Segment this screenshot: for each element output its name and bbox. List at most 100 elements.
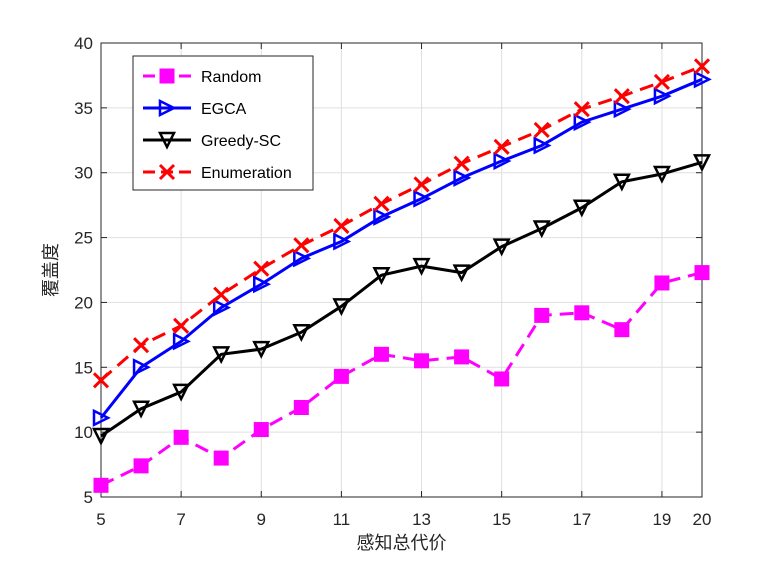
data-point-enumeration (213, 286, 230, 303)
data-point-egca (253, 275, 272, 294)
data-point-random (694, 265, 710, 281)
data-point-egca (493, 152, 512, 171)
data-point-egca (132, 358, 151, 377)
data-point-egca (613, 100, 632, 119)
data-point-random (213, 450, 229, 466)
data-point-egca (413, 189, 432, 208)
data-point-random (494, 371, 510, 387)
x-tick-label: 19 (652, 510, 671, 529)
legend-entry-random: Random (143, 68, 261, 86)
y-axis-title: 覆盖度 (41, 243, 62, 297)
data-point-greedy-sc (372, 266, 391, 285)
y-tick-label: 30 (74, 164, 93, 183)
tick-labels: 5 7 9 11 13 15 17 19 20 5 10 15 20 25 30 35 40 (74, 34, 711, 529)
series-line-greedy-sc (100, 160, 703, 438)
data-point-enumeration (333, 217, 350, 234)
data-point-enumeration (253, 260, 270, 277)
x-tick-label: 9 (257, 510, 266, 529)
data-point-egca (653, 87, 672, 106)
data-point-greedy-sc (572, 199, 591, 218)
x-tick-label: 17 (572, 510, 591, 529)
data-point-greedy-sc (292, 324, 311, 343)
x-tick-label: 15 (492, 510, 511, 529)
data-point-enumeration (573, 101, 590, 118)
data-point-random (173, 429, 189, 445)
x-tick-label: 11 (333, 510, 351, 529)
data-point-enumeration (373, 195, 390, 212)
legend-label-egca: EGCA (201, 101, 247, 118)
legend-marker-random (159, 68, 175, 84)
data-point-random (414, 353, 430, 369)
series-line-enumeration (100, 64, 703, 382)
y-tick-label: 20 (74, 293, 93, 312)
data-point-greedy-sc (692, 154, 712, 173)
legend-label-random: Random (201, 69, 261, 86)
data-point-egca (453, 168, 472, 187)
data-point-enumeration (493, 138, 510, 155)
data-point-enumeration (293, 237, 310, 254)
data-point-enumeration (133, 337, 150, 354)
series-enumeration (92, 58, 711, 389)
y-tick-label: 15 (74, 358, 93, 377)
data-point-greedy-sc (91, 427, 111, 446)
series-egca (92, 70, 712, 427)
data-point-random (293, 399, 309, 415)
data-point-egca (333, 232, 352, 251)
series-layer (91, 58, 712, 493)
data-point-random (654, 275, 670, 291)
legend-label-enumeration: Enumeration (201, 165, 292, 182)
data-point-greedy-sc (492, 238, 511, 257)
data-point-egca (373, 207, 392, 226)
data-point-egca (212, 298, 231, 317)
data-point-enumeration (92, 372, 110, 389)
data-point-egca (573, 113, 592, 132)
data-point-enumeration (653, 73, 670, 90)
data-point-greedy-sc (172, 383, 191, 402)
data-point-greedy-sc (612, 173, 631, 192)
data-point-enumeration (613, 88, 630, 105)
data-point-greedy-sc (332, 298, 351, 317)
x-axis-title: 感知总代价 (357, 533, 447, 554)
data-point-random (93, 477, 109, 493)
data-point-random (133, 458, 149, 474)
data-point-greedy-sc (452, 264, 471, 283)
y-tick-label: 40 (74, 34, 93, 53)
legend-marker-egca (158, 98, 177, 118)
data-point-enumeration (453, 155, 470, 172)
series-line-random (100, 271, 703, 487)
data-point-greedy-sc (132, 400, 151, 419)
x-tick-label: 20 (693, 510, 712, 529)
data-point-egca (693, 70, 712, 89)
series-greedy-sc (91, 154, 712, 446)
series-line-egca (99, 77, 703, 419)
data-point-greedy-sc (252, 340, 271, 359)
data-point-greedy-sc (212, 346, 231, 365)
data-point-enumeration (173, 317, 190, 334)
y-tick-label: 25 (74, 229, 93, 248)
y-tick-label: 35 (74, 99, 93, 118)
data-point-random (614, 322, 630, 338)
x-tick-label: 13 (412, 510, 431, 529)
data-point-enumeration (533, 121, 550, 138)
data-point-enumeration (693, 58, 711, 75)
series-random (93, 265, 710, 493)
y-tick-label: 10 (74, 423, 93, 442)
x-tick-label: 7 (176, 510, 185, 529)
legend-marker-enumeration (158, 163, 176, 181)
data-point-greedy-sc (532, 220, 551, 239)
data-point-egca (293, 249, 312, 268)
data-point-random (253, 422, 269, 438)
legend: Random EGCA Greedy-SC Enumeration (132, 55, 314, 191)
data-point-random (534, 307, 550, 323)
y-tick-label: 5 (84, 488, 93, 507)
legend-marker-greedy-sc (157, 131, 177, 150)
legend-entry-enumeration: Enumeration (143, 163, 292, 182)
legend-label-greedy-sc: Greedy-SC (201, 133, 281, 150)
data-point-egca (533, 136, 552, 155)
data-point-random (333, 368, 349, 384)
data-point-enumeration (413, 176, 430, 193)
data-point-random (574, 305, 590, 321)
